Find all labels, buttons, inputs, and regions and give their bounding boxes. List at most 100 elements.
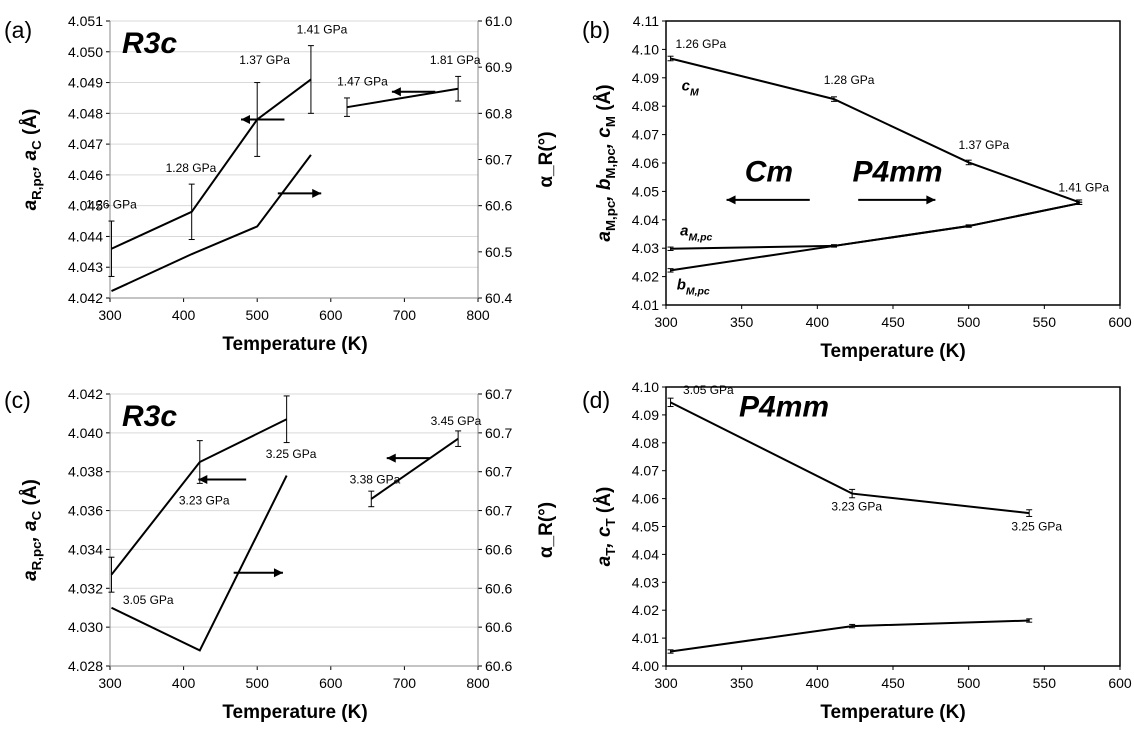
x-axis-title: Temperature (K) [222, 702, 367, 723]
y-axis-title: aR,pc​, aC​ (Å) [20, 109, 44, 211]
y-tick-label: 4.046 [68, 167, 103, 183]
y2-tick-label: 60.8 [485, 105, 512, 121]
phase-label: R3c [122, 400, 177, 433]
arrow-head [198, 474, 208, 484]
x-tick-label: 500 [246, 675, 270, 691]
x-tick-label: 500 [246, 307, 270, 323]
series-label: cM​ [682, 78, 699, 99]
y-tick-label: 4.01 [632, 297, 659, 313]
y-tick-label: 4.04 [632, 546, 659, 562]
series-label: bM,pc​ [677, 276, 710, 297]
y2-tick-label: 60.6 [485, 541, 512, 557]
y-tick-label: 4.036 [68, 503, 103, 519]
series-line-1 [670, 619, 1030, 653]
subscript: R,pc [29, 171, 44, 200]
panel-2: (c) 4.028 4.030 4.032 4.034 4.036 4.038 4.040 4.… [4, 386, 557, 723]
x-tick-label: 500 [957, 314, 981, 330]
subscript: T [603, 518, 618, 526]
series-label: aM,pc​ [680, 222, 712, 243]
label-part: , c [594, 127, 615, 150]
label-part: b [677, 276, 686, 293]
y-axis-title: aT​, cT​ (Å) [594, 487, 618, 567]
arrow-head [386, 453, 396, 463]
subscript: M,pc [603, 148, 618, 178]
panel-1: (b) 4.01 4.02 4.03 4.04 4.05 4.06 4.07 4.08 4.09 4… [582, 13, 1132, 362]
label-part: (Å) [20, 479, 41, 511]
subscript: C [29, 140, 44, 150]
x-tick-label: 300 [98, 675, 122, 691]
pressure-label: 3.05 GPa [683, 383, 734, 397]
x-tick-label: 300 [98, 307, 122, 323]
y-tick-label: 4.050 [68, 44, 103, 60]
label-part: c [682, 78, 691, 95]
plot-frame [665, 20, 1121, 306]
y-tick-label: 4.09 [632, 407, 659, 423]
subscript: M [603, 116, 618, 127]
x-tick-label: 800 [466, 307, 490, 323]
y2-tick-label: 61.0 [485, 13, 512, 29]
x-tick-label: 450 [881, 675, 905, 691]
label-part: a [680, 222, 688, 239]
phase-label: P4mm [853, 155, 943, 188]
y-tick-label: 4.049 [68, 75, 103, 91]
series-line-0 [111, 78, 312, 250]
pressure-label: 3.25 GPa [266, 447, 317, 461]
y-tick-label: 4.044 [68, 228, 103, 244]
series-line-1 [370, 437, 459, 500]
x-tick-label: 600 [1108, 314, 1132, 330]
x-tick-label: 300 [654, 675, 678, 691]
plot-frame [665, 386, 1121, 667]
x-tick-label: 700 [393, 307, 417, 323]
y2-tick-label: 60.7 [485, 152, 512, 168]
pressure-label: 1.37 GPa [239, 53, 290, 67]
x-tick-label: 300 [654, 314, 678, 330]
pressure-label: 3.23 GPa [179, 494, 230, 508]
arrow-head [241, 114, 251, 124]
label-part: α_R(°) [536, 131, 557, 187]
panel-0: (a) 4.042 4.043 4.044 4.045 4.046 4.047 4.048 4.… [4, 13, 557, 355]
series-line-1 [346, 87, 459, 109]
phase-label: P4mm [739, 390, 829, 423]
label-part: , c [594, 526, 615, 549]
y-tick-label: 4.04 [632, 212, 659, 228]
label-part: , a [20, 520, 41, 543]
y-tick-label: 4.048 [68, 105, 103, 121]
x-tick-label: 350 [730, 314, 754, 330]
x-tick-label: 450 [881, 314, 905, 330]
series-line-0 [670, 401, 1030, 515]
arrow-head [926, 195, 936, 205]
phase-label: Cm [745, 155, 793, 188]
arrow-head [273, 568, 283, 578]
x-axis-title: Temperature (K) [820, 341, 965, 362]
label-part: , a [20, 149, 41, 172]
x-axis-title: Temperature (K) [820, 702, 965, 723]
y-tick-label: 4.045 [68, 198, 103, 214]
pressure-label: 1.41 GPa [1058, 180, 1109, 194]
panel-letter: (c) [4, 387, 31, 413]
phase-label: R3c [122, 27, 177, 60]
y-tick-label: 4.03 [632, 574, 659, 590]
y2-tick-label: 60.7 [485, 503, 512, 519]
x-tick-label: 350 [730, 675, 754, 691]
panel-3: (d) 4.00 4.01 4.02 4.03 4.04 4.05 4.06 4.07 4.08 4… [582, 379, 1132, 723]
pressure-label: 1.28 GPa [166, 161, 217, 175]
pressure-label: 1.37 GPa [958, 138, 1009, 152]
pressure-label: 3.38 GPa [350, 472, 401, 486]
panel-letter: (a) [4, 17, 32, 43]
y-tick-label: 4.05 [632, 519, 659, 535]
label-part: a [594, 231, 615, 242]
y-tick-label: 4.08 [632, 435, 659, 451]
y-tick-label: 4.038 [68, 464, 103, 480]
y-tick-label: 4.00 [632, 658, 659, 674]
x-tick-label: 550 [1033, 675, 1057, 691]
y2-axis-title: α_R(°) [536, 502, 557, 558]
pressure-label: 1.26 GPa [675, 37, 726, 51]
pressure-label: 1.28 GPa [824, 73, 875, 87]
pressure-label: 3.05 GPa [123, 593, 174, 607]
y-tick-label: 4.030 [68, 619, 103, 635]
series-line-2 [670, 202, 1080, 272]
x-tick-label: 400 [172, 675, 196, 691]
x-tick-label: 600 [1108, 675, 1132, 691]
y-tick-label: 4.09 [632, 70, 659, 86]
